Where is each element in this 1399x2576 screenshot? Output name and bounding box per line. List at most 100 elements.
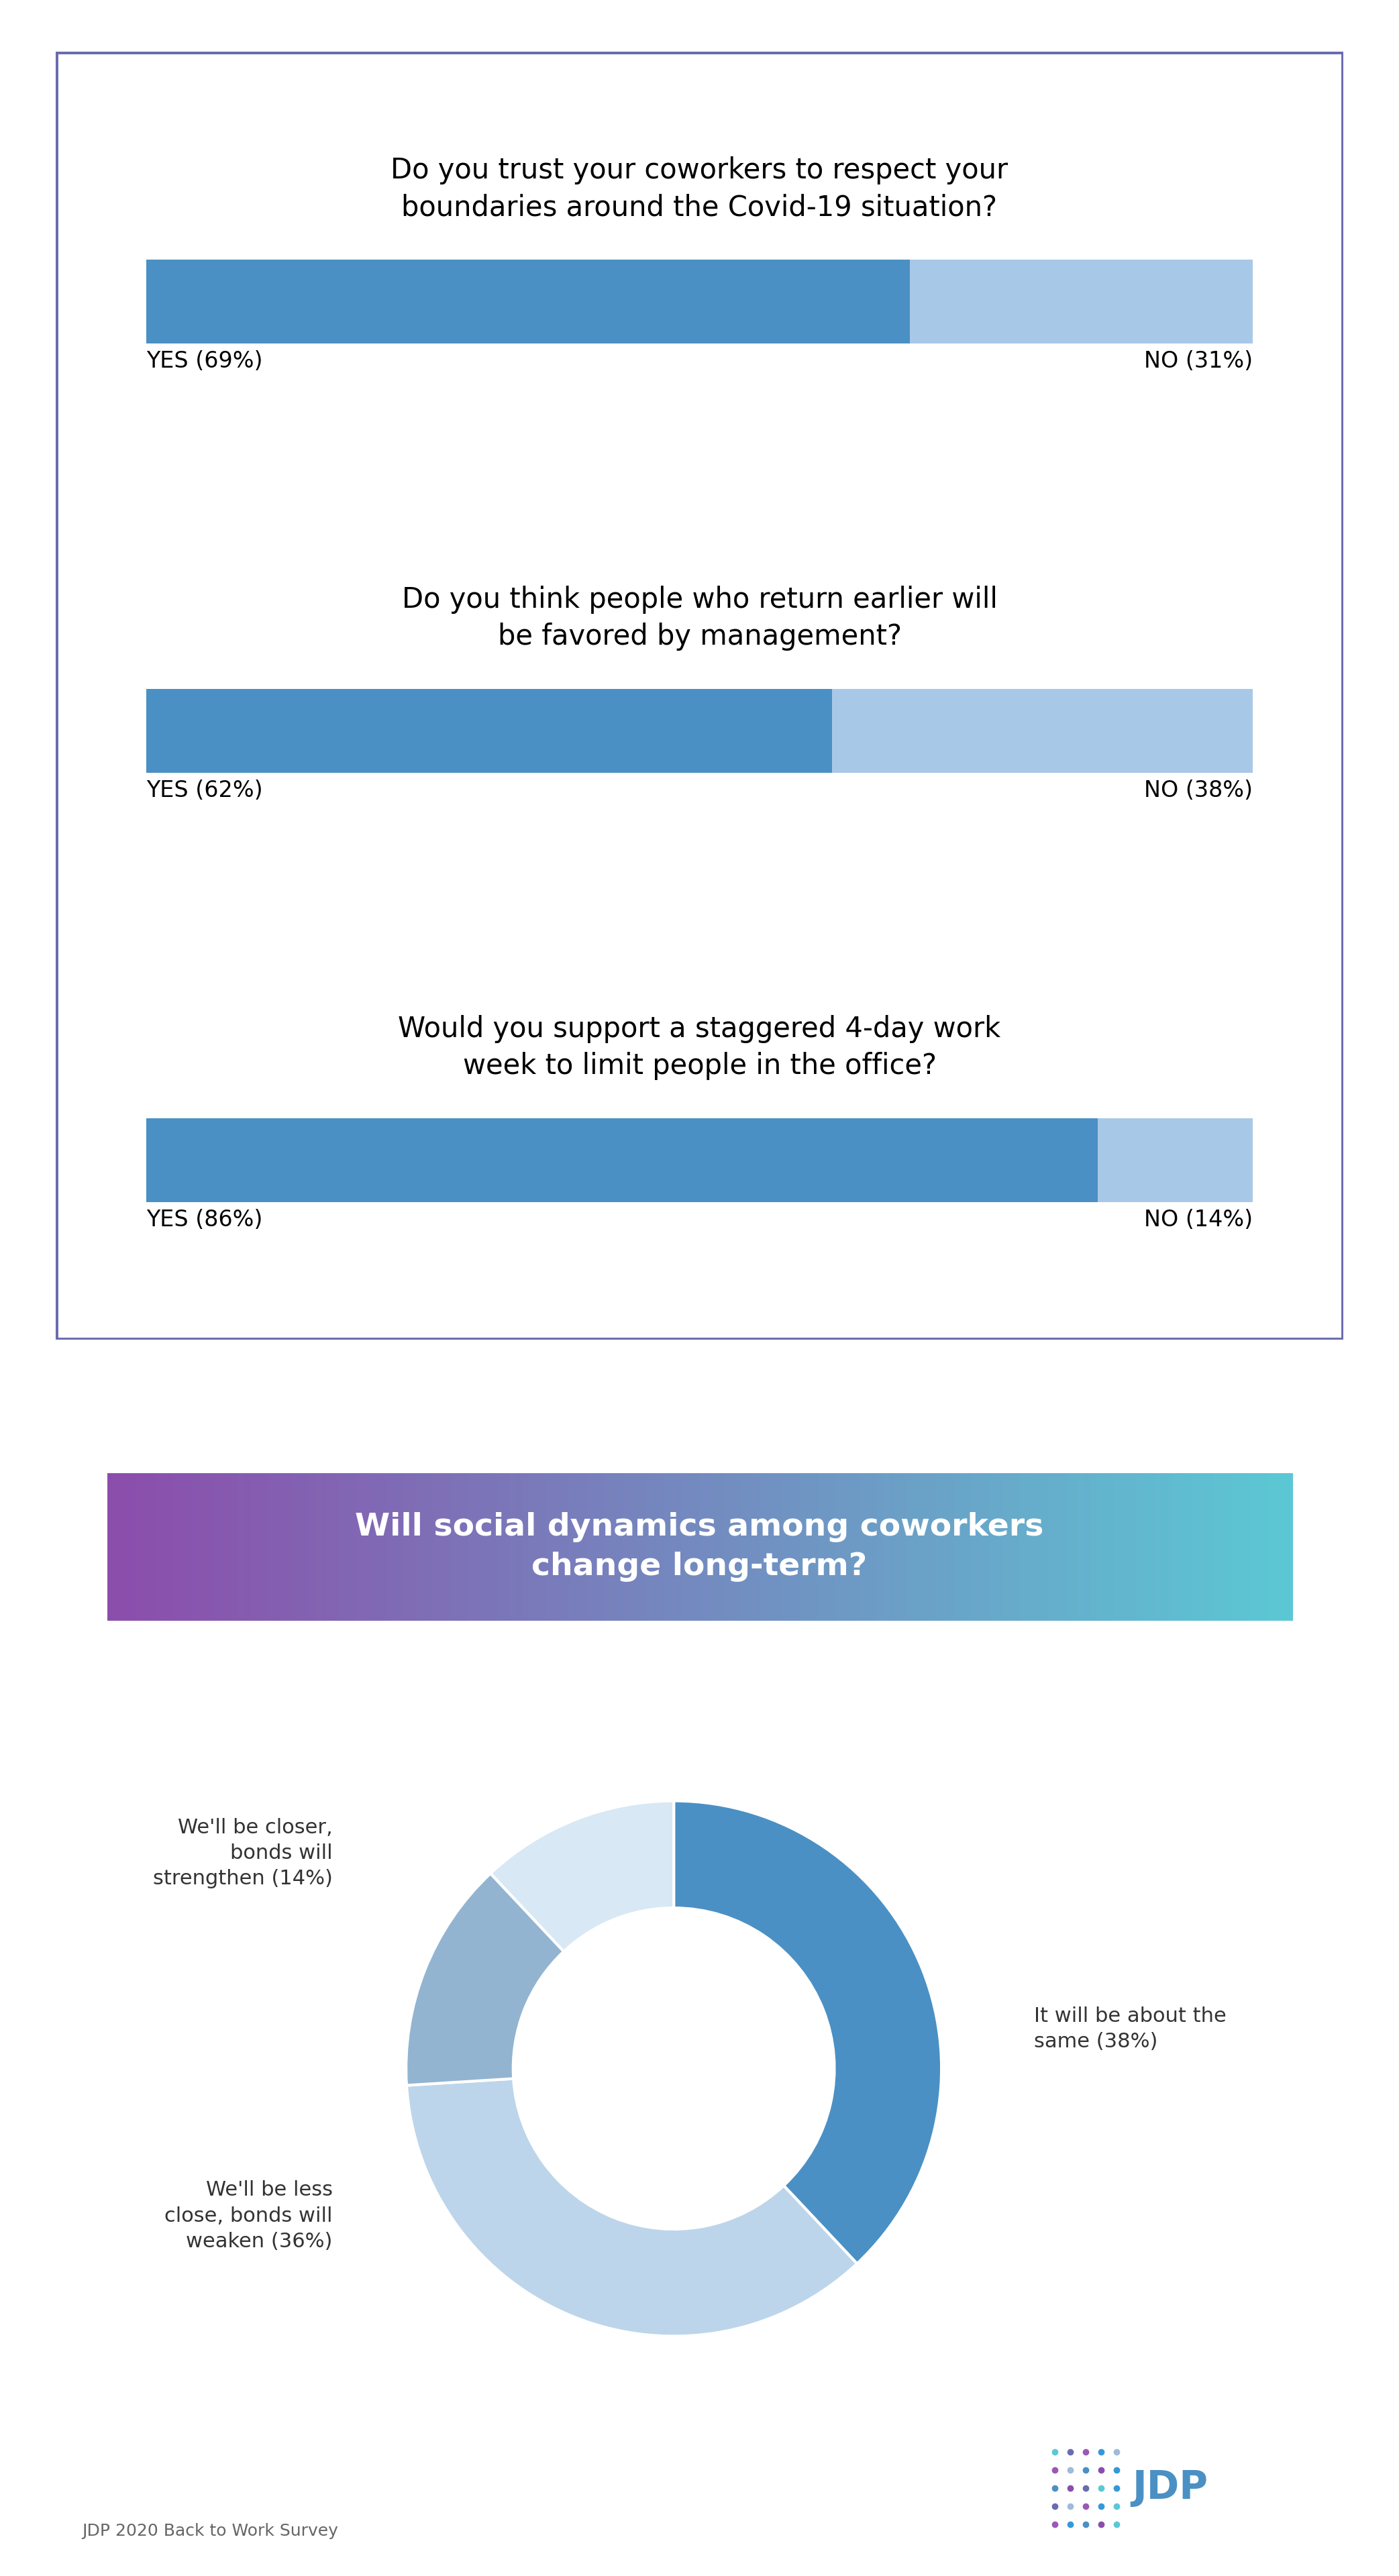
Bar [581,1473,589,1620]
Bar [527,1473,534,1620]
Bar [379,1473,388,1620]
Bar [1031,1473,1038,1620]
Bar [1049,1473,1056,1620]
Bar [315,1473,322,1620]
Bar [557,1473,565,1620]
Bar [1084,1473,1091,1620]
Bar [540,1473,547,1620]
Bar [546,1473,553,1620]
Bar [1267,1473,1274,1620]
Bar [297,1473,304,1620]
Bar [469,1473,476,1620]
Bar [320,1473,327,1620]
Bar [1119,1473,1128,1620]
Bar [1137,1473,1144,1620]
Bar [220,1473,227,1620]
Bar [1262,1473,1269,1620]
Bar [936,1473,943,1620]
Bar [996,1473,1003,1620]
Text: It will be about the
same (38%): It will be about the same (38%) [1034,2007,1227,2050]
Bar [711,1473,719,1620]
Bar [463,1473,470,1620]
Bar [1179,1473,1186,1620]
Bar [190,1473,197,1620]
Bar [1079,1473,1086,1620]
Bar [1191,1473,1198,1620]
Bar [232,1473,239,1620]
Bar [776,1473,783,1620]
Bar [747,1473,754,1620]
Bar [397,1473,404,1620]
Bar [421,1473,428,1620]
Text: NO (14%): NO (14%) [1144,1208,1254,1231]
Bar [1251,1473,1258,1620]
Bar [179,1473,186,1620]
Bar [214,1473,221,1620]
Bar [516,1473,523,1620]
Bar [309,1473,316,1620]
Bar [765,1473,772,1620]
Bar [185,1473,192,1620]
Bar [795,1473,802,1620]
Bar [842,1473,849,1620]
Bar [434,1473,441,1620]
Bar [723,1473,730,1620]
Bar [1002,1473,1009,1620]
Bar [166,1473,173,1620]
Bar [196,1473,203,1620]
Bar [919,1473,926,1620]
Bar [1203,1473,1210,1620]
Bar [1055,1473,1062,1620]
Bar [439,1473,446,1620]
Text: Do you trust your coworkers to respect your
boundaries around the Covid-19 situa: Do you trust your coworkers to respect y… [390,157,1009,222]
Bar [145,1118,1098,1203]
Bar [983,1473,990,1620]
Bar [575,1473,582,1620]
Bar [1274,1473,1281,1620]
Bar [1143,1473,1151,1620]
Bar [291,1473,298,1620]
Bar [1060,1473,1067,1620]
Bar [125,1473,133,1620]
Bar [243,1473,250,1620]
Bar [119,1473,126,1620]
Bar [1090,1473,1097,1620]
Bar [824,1473,831,1620]
Bar [1108,1473,1115,1620]
Bar [333,1473,340,1620]
Bar [256,1473,263,1620]
Bar [1025,1473,1032,1620]
Bar [511,1473,518,1620]
Bar [225,1473,234,1620]
Bar [930,1473,937,1620]
Bar [1102,1473,1109,1620]
Bar [172,1473,180,1620]
Bar [599,1473,606,1620]
Bar [859,1473,866,1620]
Bar [350,1473,357,1620]
Bar [1066,1473,1074,1620]
Bar [427,1473,434,1620]
Bar [925,1473,932,1620]
Bar [658,1473,666,1620]
Bar [155,1473,162,1620]
Text: NO (31%): NO (31%) [1144,350,1254,371]
Bar [782,1473,789,1620]
Bar [1227,1473,1234,1620]
Bar [688,1473,695,1620]
Bar [161,1473,168,1620]
Bar [392,1473,399,1620]
Bar [588,1473,595,1620]
Bar [267,1473,274,1620]
Bar [1132,1473,1139,1620]
Bar [487,1473,494,1620]
Bar [1020,1473,1027,1620]
Bar [617,1473,624,1620]
Bar [741,1473,748,1620]
Bar [848,1473,855,1620]
Bar [143,1473,150,1620]
Bar [901,1473,908,1620]
Bar [326,1473,334,1620]
Bar [818,1473,825,1620]
Bar [954,1473,961,1620]
